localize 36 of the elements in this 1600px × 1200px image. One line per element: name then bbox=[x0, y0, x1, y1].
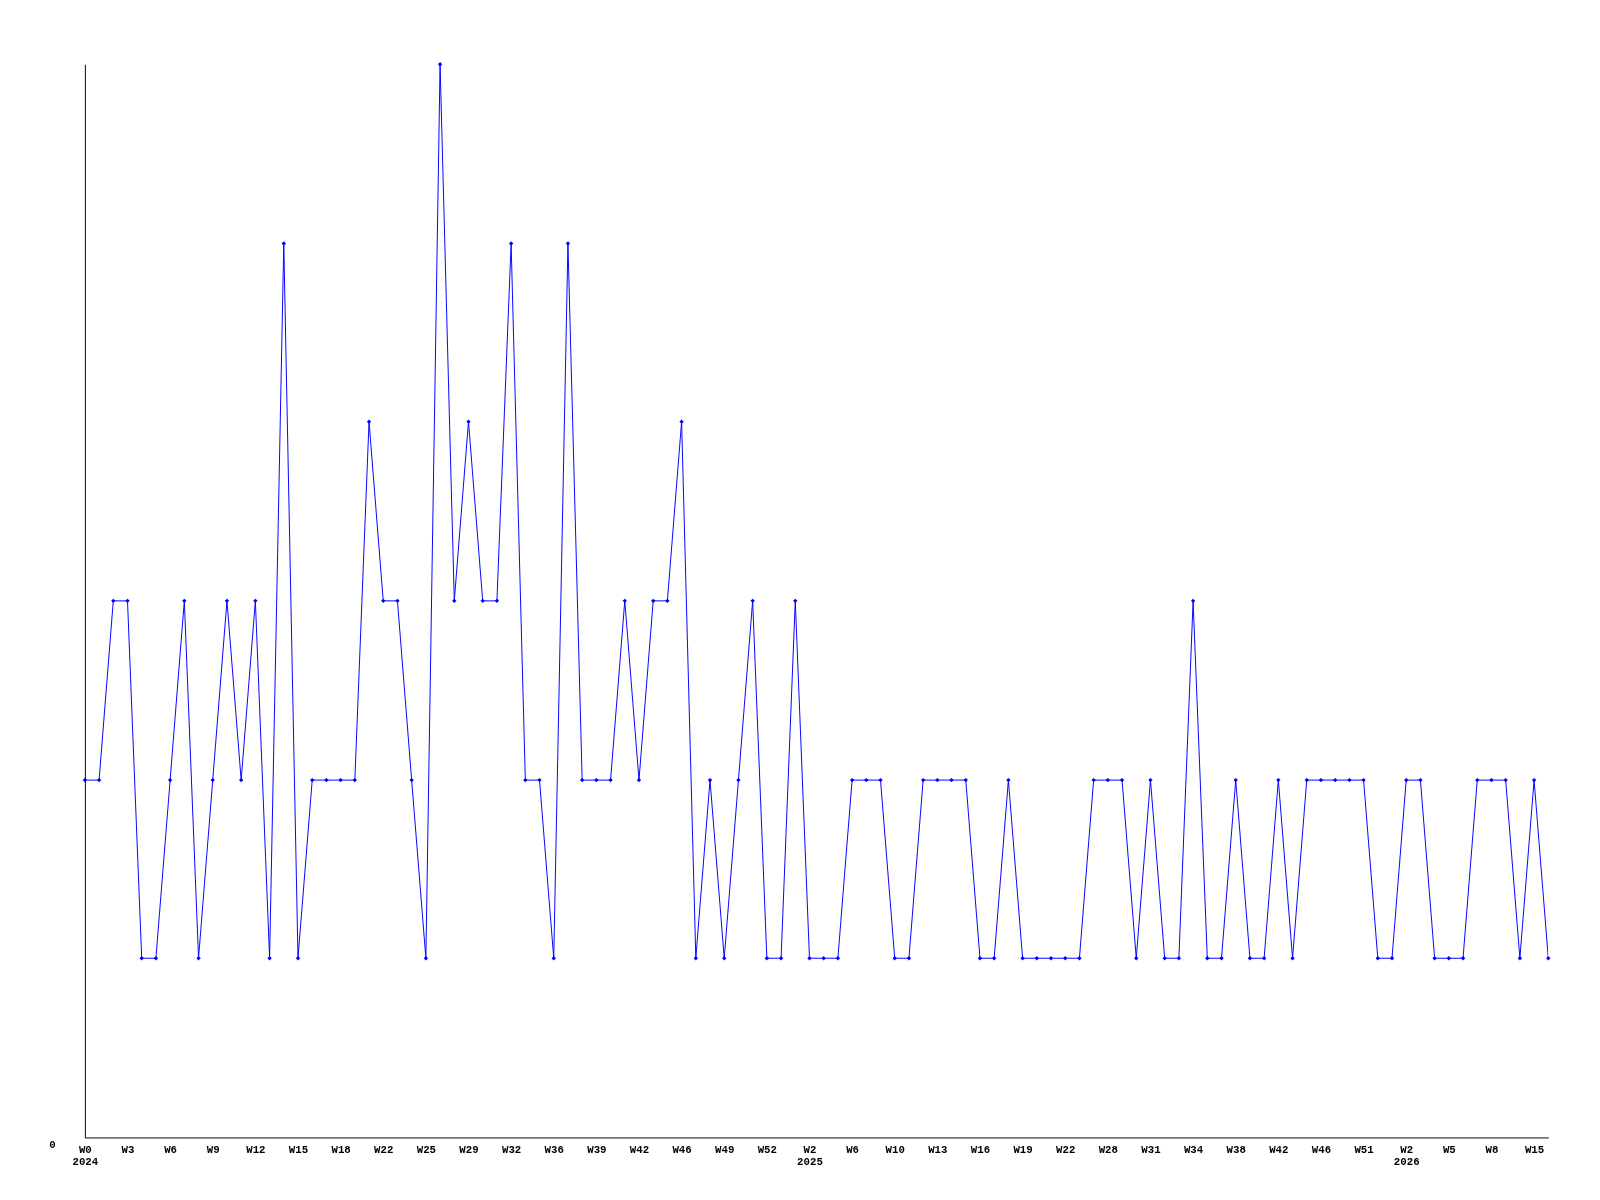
text: 0 bbox=[49, 1139, 56, 1152]
x-tick-label: W32 bbox=[501, 1143, 522, 1156]
x-tick-label: W42 bbox=[629, 1143, 650, 1156]
x-tick-label: W6 bbox=[846, 1143, 860, 1156]
x-tick-label: W22 bbox=[1056, 1143, 1076, 1156]
x-tick-label: W25 bbox=[416, 1143, 437, 1156]
x-tick-label: W39 bbox=[587, 1143, 607, 1156]
x-tick-label: W12 bbox=[246, 1143, 266, 1156]
x-tick-label: W34 bbox=[1183, 1143, 1204, 1156]
x-tick-label: W3 bbox=[121, 1143, 135, 1156]
x-tick-label: W16 bbox=[970, 1143, 991, 1156]
x-tick-label: W19 bbox=[1013, 1143, 1033, 1156]
x-tick-label: W8 bbox=[1485, 1143, 1499, 1156]
x-tick-label: W22 bbox=[374, 1143, 394, 1156]
x-tick-label: W2 2025 bbox=[797, 1143, 823, 1169]
x-tick-label: W28 bbox=[1098, 1143, 1118, 1156]
x-tick-label: W51 bbox=[1354, 1143, 1374, 1156]
x-tick-label: W49 bbox=[715, 1143, 735, 1156]
x-tick-label: W29 bbox=[459, 1143, 479, 1156]
x-tick-label: W9 bbox=[206, 1143, 220, 1156]
x-tick-label: W2 2026 bbox=[1393, 1143, 1420, 1169]
x-tick-label: W13 bbox=[928, 1143, 948, 1156]
x-tick-label: W38 bbox=[1226, 1143, 1246, 1156]
x-tick-label: W18 bbox=[331, 1143, 351, 1156]
x-tick-label: W15 bbox=[1524, 1143, 1545, 1156]
x-tick-label: W46 bbox=[1311, 1143, 1332, 1156]
x-tick-label: W31 bbox=[1141, 1143, 1161, 1156]
x-tick-label: W0 2024 bbox=[72, 1143, 99, 1169]
x-tick-label: W42 bbox=[1269, 1143, 1289, 1156]
x-tick-label: W52 bbox=[757, 1143, 777, 1156]
x-tick-label: W5 bbox=[1442, 1143, 1456, 1156]
x-tick-label: W15 bbox=[288, 1143, 309, 1156]
x-tick-label: W36 bbox=[544, 1143, 564, 1156]
x-tick-label: W6 bbox=[164, 1143, 178, 1156]
x-tick-label: W10 bbox=[885, 1143, 905, 1156]
x-tick-label: W46 bbox=[672, 1143, 692, 1156]
